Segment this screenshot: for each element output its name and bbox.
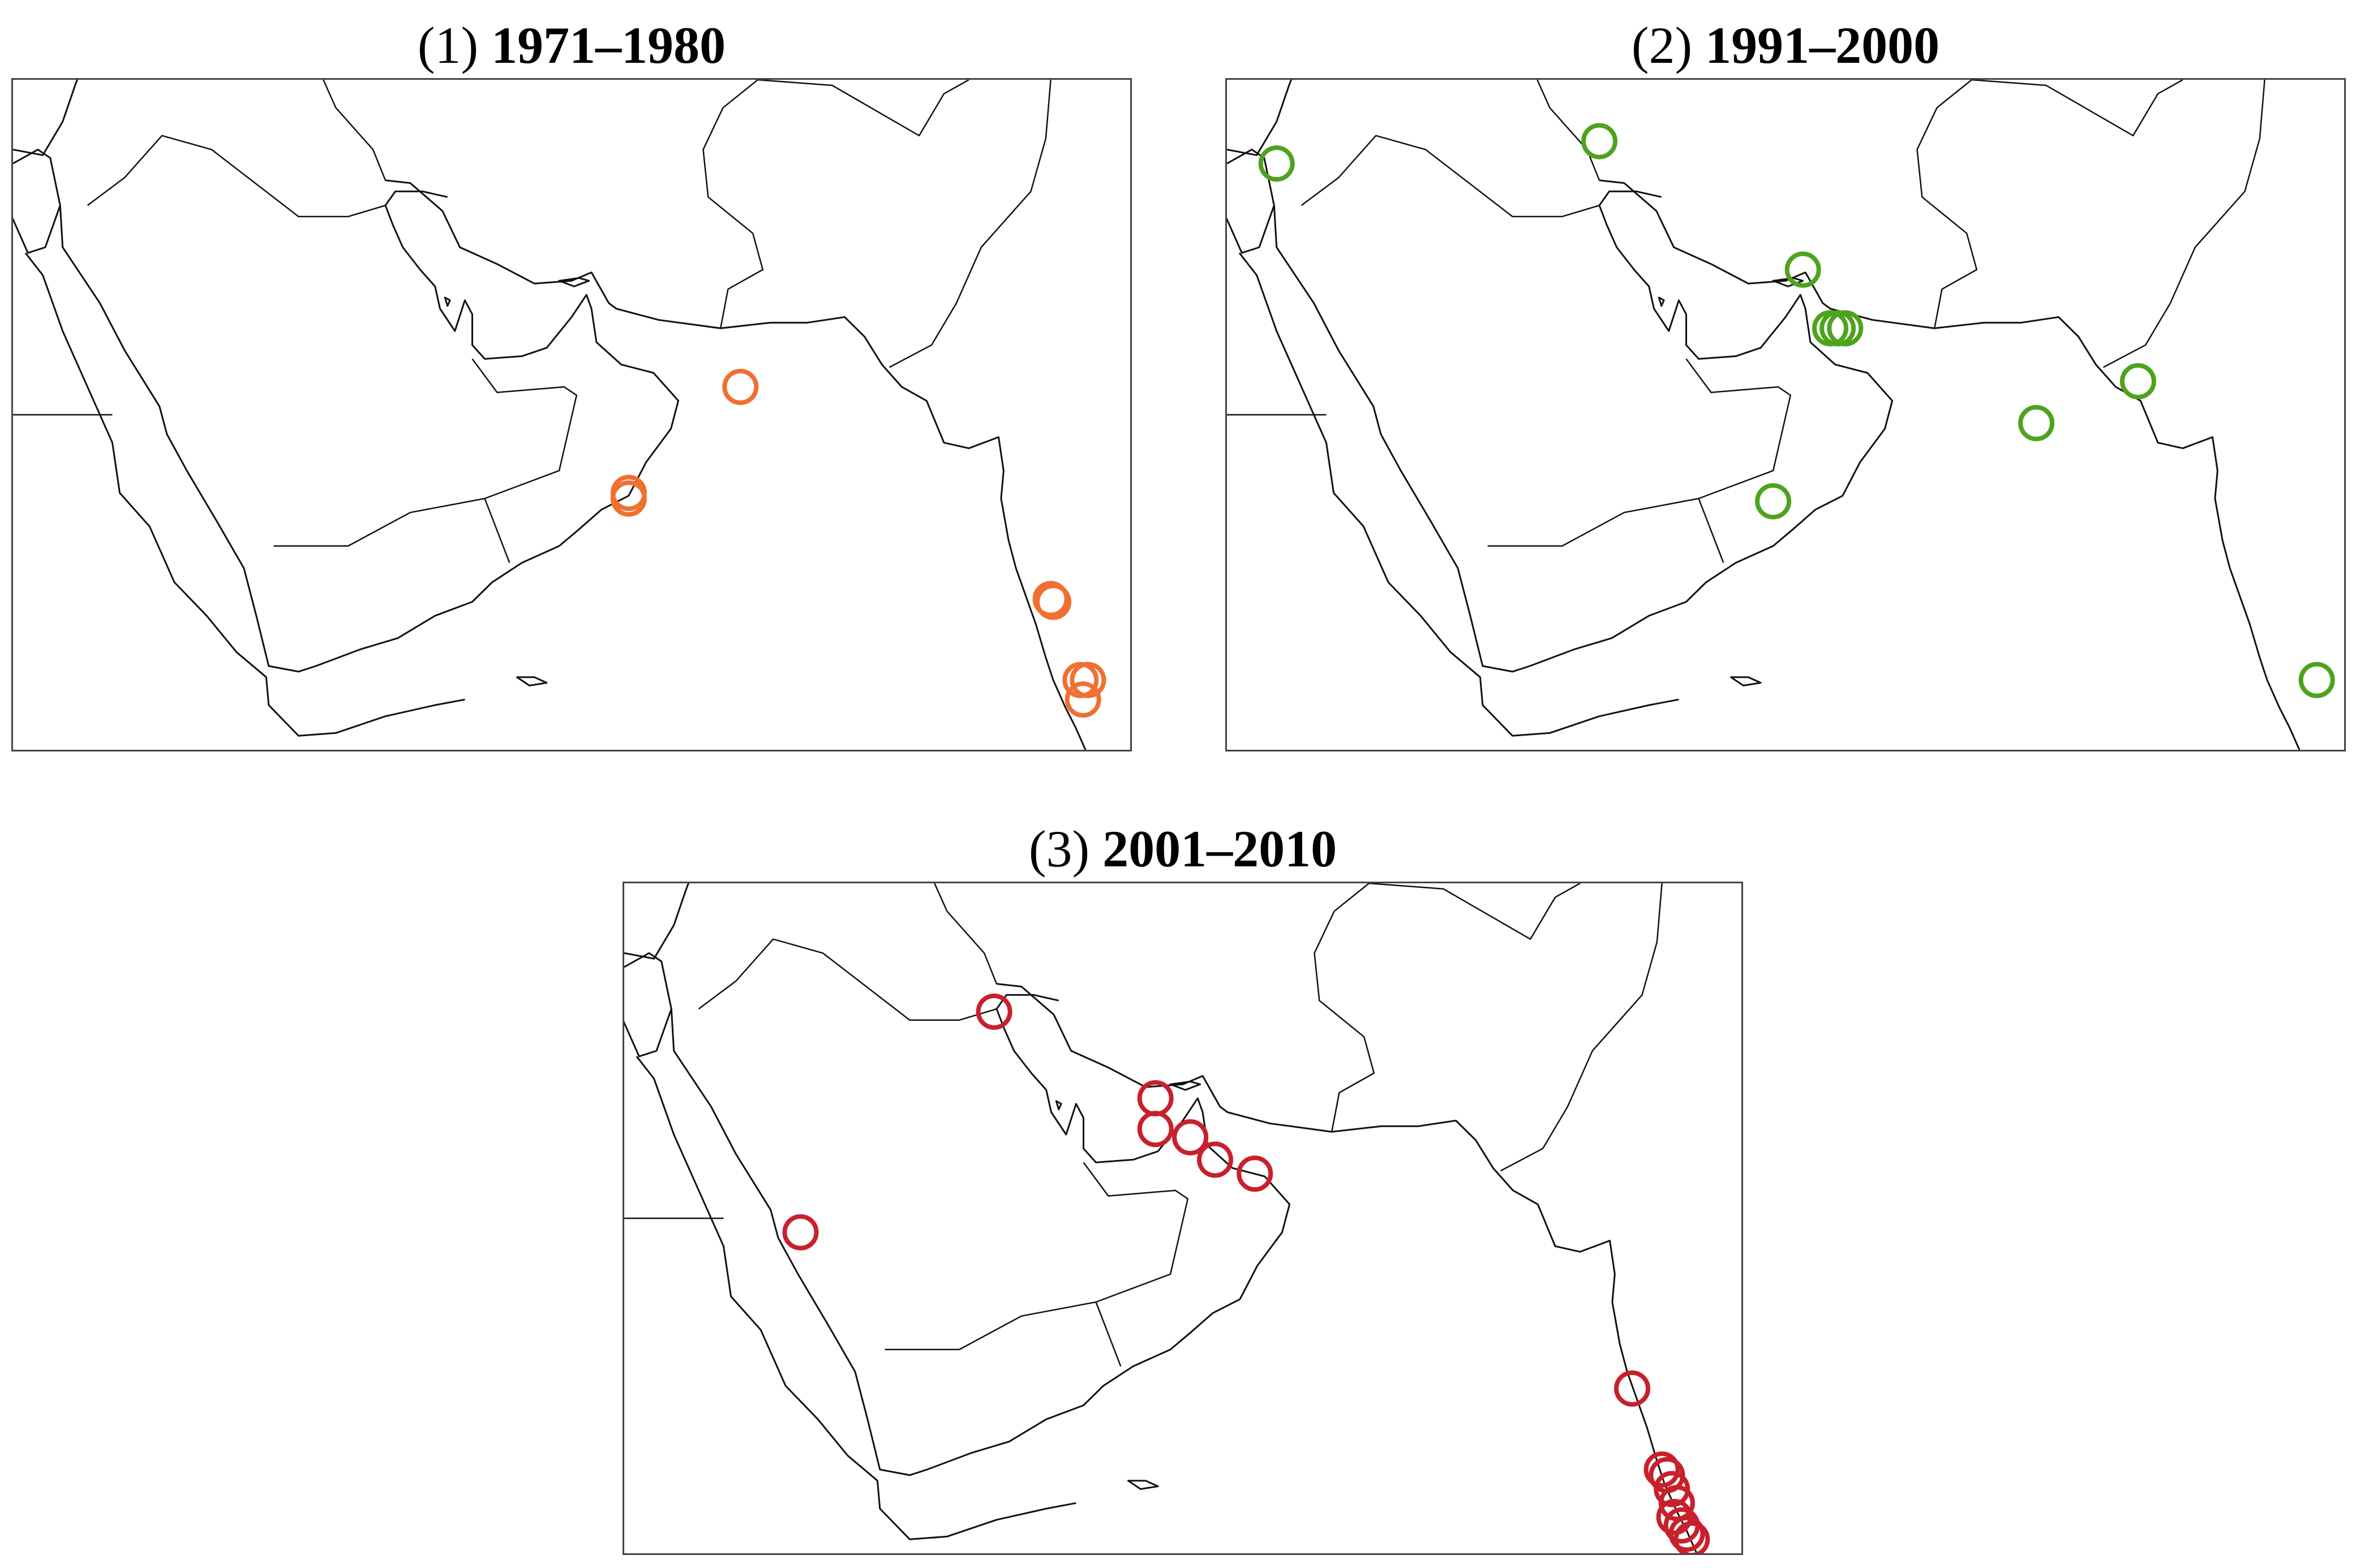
orange-circle-marker	[1070, 661, 1106, 698]
country-border	[1333, 883, 1581, 940]
country-border	[1500, 883, 1663, 1172]
africa-red-sea-coastline	[636, 1055, 1076, 1540]
sinai-coastline	[624, 952, 672, 1058]
arabia-coastline	[670, 994, 1291, 1476]
panel-period: 2001–2010	[1102, 820, 1337, 878]
coastlines	[13, 80, 1087, 750]
panel-number: (3)	[1028, 820, 1090, 878]
country-border	[1487, 358, 1792, 547]
map-frame	[623, 882, 1743, 1555]
iran-india-coastline	[996, 983, 1698, 1553]
basemap	[624, 883, 1710, 1553]
arabia-coastline	[59, 190, 680, 673]
green-circle-marker	[2298, 661, 2335, 698]
orange-circle-marker	[610, 480, 647, 517]
red-circle-marker	[1673, 1521, 1710, 1553]
africa-red-sea-coastline	[1238, 252, 1679, 737]
red-circle-marker	[782, 1214, 819, 1251]
sinai-coastline	[13, 148, 61, 254]
panel-period: 1991–2000	[1705, 16, 1940, 74]
africa-red-sea-coastline	[24, 252, 465, 737]
country-border	[1301, 135, 1600, 217]
island	[1055, 1100, 1062, 1111]
panel-number: (2)	[1631, 16, 1693, 74]
country-border	[1916, 107, 1978, 329]
orange-circle-marker	[722, 368, 759, 405]
levant-coastline	[624, 883, 690, 960]
island	[516, 676, 548, 686]
levant-coastline	[1227, 80, 1293, 156]
map-frame	[1225, 78, 2346, 751]
event-markers	[610, 368, 1106, 718]
green-circle-marker	[1581, 123, 1617, 160]
panel-number: (1)	[417, 16, 479, 74]
red-circle-marker	[1172, 1119, 1209, 1155]
orange-circle-marker	[1065, 681, 1101, 718]
island	[1730, 676, 1762, 686]
country-border	[702, 107, 764, 329]
basemap	[13, 80, 1106, 750]
island	[1169, 1080, 1201, 1091]
island	[558, 277, 590, 287]
red-circle-marker	[1668, 1515, 1705, 1552]
island	[1127, 1480, 1159, 1490]
basemap	[1227, 80, 2335, 750]
green-circle-marker	[2119, 363, 2156, 399]
island	[1772, 277, 1804, 287]
country-border	[484, 498, 510, 563]
iran-india-coastline	[1599, 179, 2301, 750]
coastlines	[624, 883, 1698, 1553]
country-border	[889, 80, 1052, 368]
levant-coastline	[13, 80, 79, 156]
sinai-coastline	[1227, 148, 1275, 254]
country-border	[2102, 80, 2265, 368]
island	[1658, 297, 1665, 307]
green-circle-marker	[1784, 251, 1821, 288]
coastlines	[1227, 80, 2301, 750]
country-border	[87, 135, 386, 217]
green-circle-marker	[1755, 483, 1792, 519]
country-border	[934, 883, 998, 985]
event-markers	[1258, 123, 2335, 698]
red-circle-marker	[1643, 1451, 1680, 1488]
country-border	[1698, 498, 1724, 563]
country-border	[1095, 1301, 1122, 1367]
red-circle-marker	[1137, 1111, 1174, 1148]
panel-title: (2) 1991–2000	[1225, 11, 2346, 79]
country-border	[323, 80, 387, 181]
map-frame	[11, 78, 1132, 751]
country-border	[1314, 910, 1375, 1132]
country-border	[273, 358, 578, 547]
red-circle-marker	[976, 993, 1012, 1030]
country-border	[885, 1162, 1189, 1351]
red-circle-marker	[1614, 1370, 1650, 1407]
iran-india-coastline	[385, 179, 1087, 750]
country-border	[722, 80, 969, 136]
panel-period: 1971–1980	[491, 16, 726, 74]
panel-title: (1) 1971–1980	[11, 11, 1132, 79]
country-border	[1537, 80, 1600, 181]
arabia-coastline	[1273, 190, 1894, 673]
green-circle-marker	[1258, 145, 1295, 182]
green-circle-marker	[1819, 310, 1856, 347]
country-border	[698, 938, 997, 1021]
island	[444, 297, 451, 307]
orange-circle-marker	[1035, 583, 1071, 620]
green-circle-marker	[1827, 310, 1864, 347]
event-markers	[782, 993, 1710, 1553]
country-border	[1936, 80, 2183, 136]
green-circle-marker	[2018, 405, 2055, 441]
panel-title: (3) 2001–2010	[623, 815, 1743, 883]
red-circle-marker	[1197, 1141, 1233, 1178]
red-circle-marker	[1237, 1155, 1273, 1192]
